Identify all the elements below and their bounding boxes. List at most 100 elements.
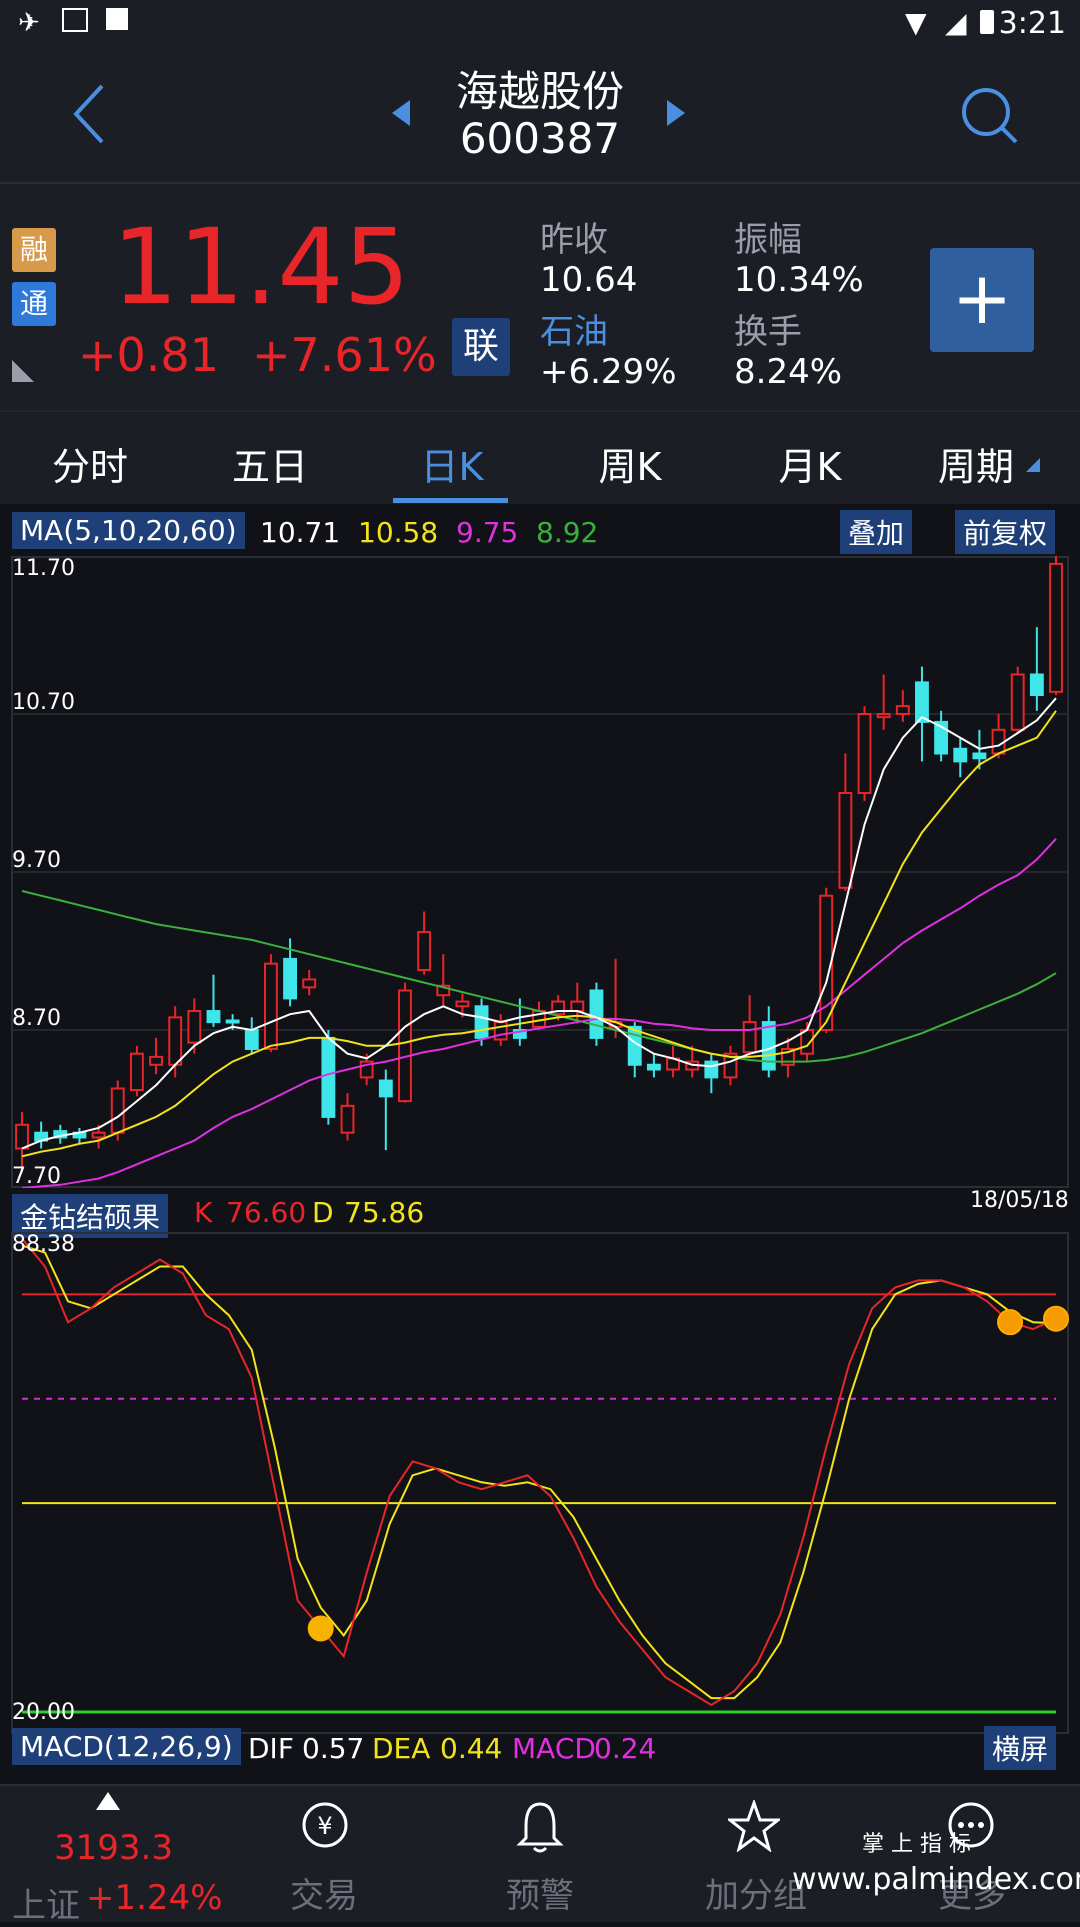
index-change: +1.24% (86, 1878, 223, 1918)
tab-period[interactable]: 周期 (937, 445, 1014, 489)
candle-body (129, 1052, 144, 1092)
add-watchlist-button[interactable]: + (930, 248, 1034, 352)
overlay-button[interactable]: 叠加 (840, 510, 913, 554)
k-label: K (194, 1196, 213, 1229)
stock-name: 海越股份 (455, 67, 624, 116)
macd-value: 0.24 (594, 1732, 657, 1765)
candle-body (493, 1021, 508, 1041)
more-icon[interactable] (946, 1800, 996, 1850)
y-tick-label: 9.70 (12, 848, 61, 873)
kd-indicator-label[interactable]: 金钻结硕果 (12, 1194, 169, 1238)
ma10-value: 10.58 (358, 516, 439, 549)
candle-body (704, 1060, 719, 1079)
candle-body (819, 894, 834, 1032)
price-adjust-button[interactable]: 前复权 (955, 510, 1056, 554)
dif-value: 0.57 (302, 1732, 365, 1765)
candle-body (991, 728, 1006, 755)
candle-body (359, 1060, 374, 1079)
notification-icon: ✈ (18, 8, 40, 38)
ma-legend-label[interactable]: MA(5,10,20,60) (12, 512, 245, 549)
linked-stock-button[interactable]: 联 (452, 318, 510, 376)
candle-body (187, 1010, 202, 1044)
candle-body (244, 1029, 259, 1050)
bell-icon[interactable] (516, 1800, 564, 1854)
quote-header: 融 通 11.45 +0.81 +7.61% 联 昨收 10.64 石油 +6.… (0, 182, 1080, 410)
sector-value: +6.29% (540, 352, 677, 392)
margin-badge: 融 (12, 228, 56, 272)
image-icon (62, 8, 88, 32)
candle-body (512, 1029, 527, 1039)
candle-body (225, 1019, 240, 1024)
k-line (21, 1237, 1057, 1707)
nav-watchlist[interactable]: 加分组 (705, 1876, 807, 1916)
turnover-value: 8.24% (734, 352, 843, 392)
ma60-line (21, 890, 1057, 1063)
tab-monthly-k[interactable]: 月K (778, 445, 842, 489)
tab-daily-k[interactable]: 日K (420, 445, 484, 489)
candle-body (263, 962, 278, 1050)
last-price: 11.45 (112, 206, 410, 328)
turnover-label: 换手 (734, 312, 802, 352)
sector-label[interactable]: 石油 (540, 312, 608, 352)
candle-body (168, 1016, 183, 1066)
nav-alert[interactable]: 预警 (506, 1876, 574, 1916)
battery-icon (980, 10, 994, 34)
d-label: D (312, 1196, 334, 1229)
stock-code: 600387 (459, 114, 621, 163)
candle-body (398, 989, 412, 1103)
date-label: 18/05/18 (970, 1188, 1069, 1213)
landscape-button[interactable]: 横屏 (984, 1726, 1057, 1770)
candle-body (972, 752, 987, 760)
candle-body (474, 1005, 489, 1039)
status-bar: ✈ ▼ ◢ 3:21 (0, 0, 1080, 46)
candle-body (283, 957, 298, 1000)
signal-icon: ◢ (945, 6, 967, 39)
ma60-value: 8.92 (536, 516, 599, 549)
app-icon (106, 8, 128, 30)
back-icon[interactable] (70, 82, 110, 146)
candle-body (15, 1123, 29, 1150)
tab-weekly-k[interactable]: 周K (598, 445, 662, 489)
tab-five-day[interactable]: 五日 (231, 445, 308, 489)
tab-intraday[interactable]: 分时 (51, 445, 128, 489)
clock: 3:21 (998, 6, 1066, 41)
candle-body (915, 681, 929, 723)
price-change-pct: +7.61% (252, 328, 437, 382)
next-stock-icon[interactable] (665, 98, 687, 128)
star-icon[interactable] (728, 1800, 780, 1852)
search-icon[interactable] (958, 84, 1022, 148)
candle-body (895, 705, 910, 716)
candlestick-chart[interactable] (0, 556, 1080, 1188)
index-up-arrow-icon (96, 1792, 120, 1810)
trade-icon[interactable]: ¥ (300, 1800, 350, 1850)
top-nav: 海越股份 600387 (0, 46, 1080, 182)
svg-text:¥: ¥ (317, 1812, 332, 1840)
macd-value-label: MACD (512, 1732, 596, 1765)
index-value[interactable]: 3193.3 (54, 1828, 173, 1868)
y-tick-label: 10.70 (12, 690, 75, 715)
kd-indicator-chart[interactable] (0, 1232, 1080, 1734)
macd-label[interactable]: MACD(12,26,9) (12, 1728, 241, 1765)
chart-panel: MA(5,10,20,60) 10.71 10.58 9.75 8.92 叠加 … (0, 504, 1080, 1784)
candle-body (589, 989, 604, 1039)
k-value: 76.60 (226, 1196, 307, 1229)
nav-more[interactable]: 更多 (938, 1876, 1006, 1916)
d-line (21, 1244, 1057, 1700)
y-tick-label: 7.70 (12, 1164, 61, 1189)
period-dropdown-icon (1026, 458, 1040, 472)
candle-body (302, 978, 317, 989)
watermark-url: www.palmindex.com (792, 1862, 1080, 1897)
ma5-line (21, 697, 1057, 1150)
dea-value: 0.44 (440, 1732, 503, 1765)
nav-trade[interactable]: 交易 (290, 1876, 358, 1916)
dif-label: DIF (248, 1732, 294, 1765)
candle-body (1010, 673, 1025, 731)
fruit-icon (1043, 1305, 1069, 1332)
candle-body (417, 931, 432, 971)
prev-stock-icon[interactable] (390, 98, 412, 128)
amplitude-label: 振幅 (734, 220, 802, 260)
candle-body (742, 1021, 757, 1054)
candle-body (455, 1000, 470, 1008)
connect-badge: 通 (12, 282, 56, 326)
y-tick-label: 8.70 (12, 1006, 61, 1031)
